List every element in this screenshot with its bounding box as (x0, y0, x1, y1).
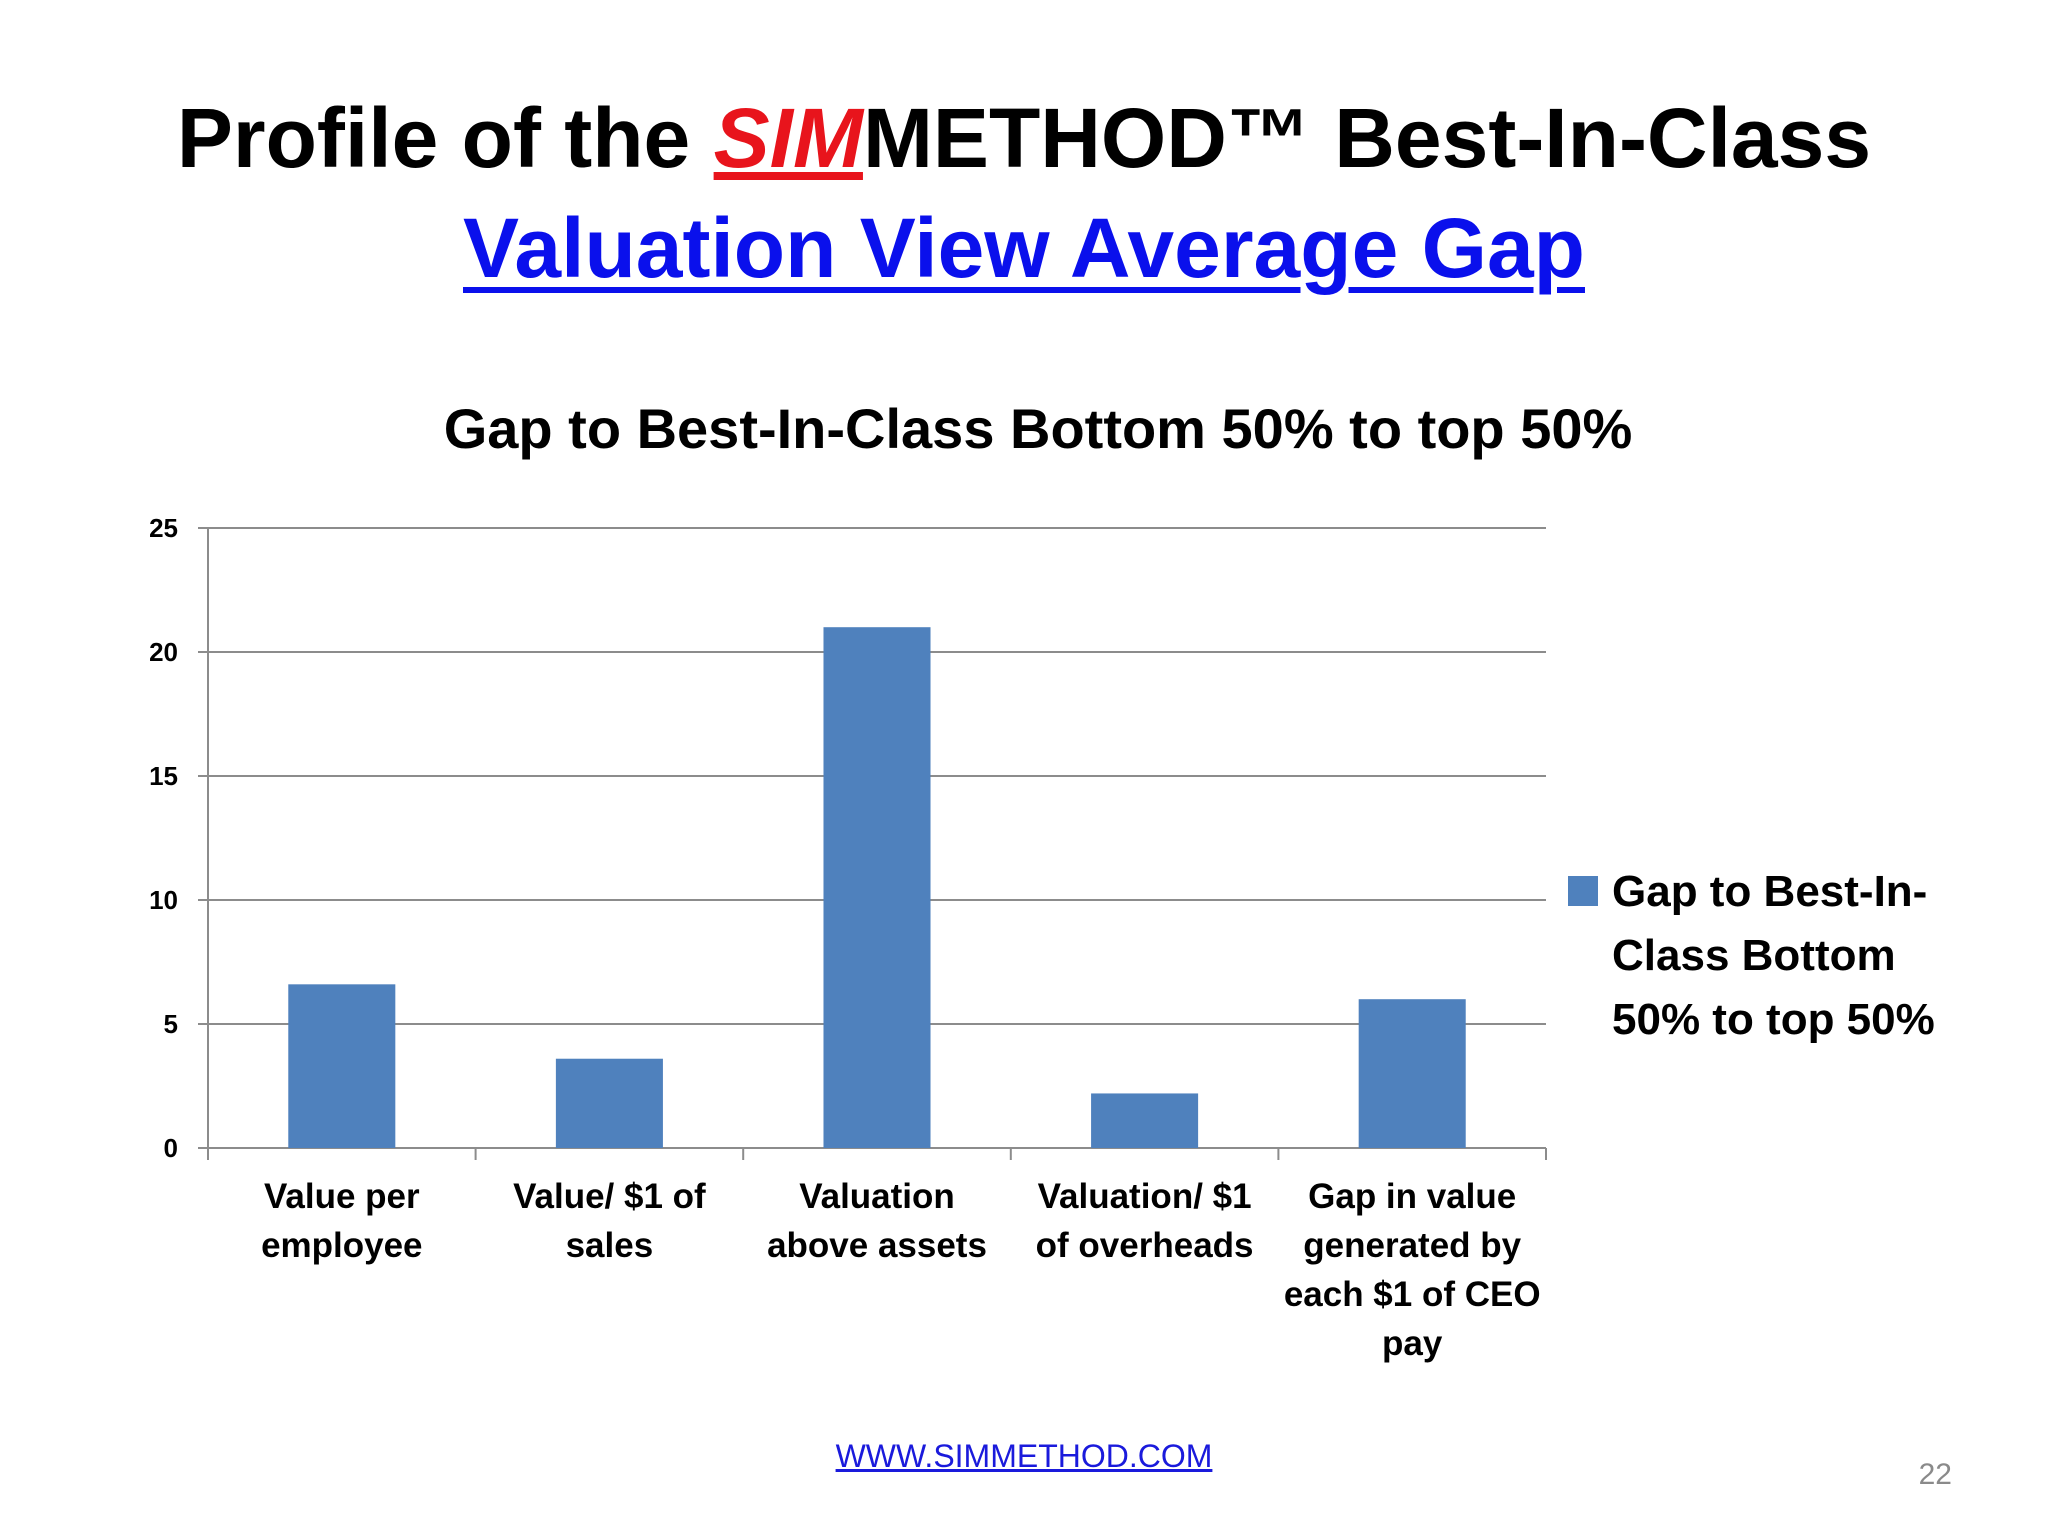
bar-chart: Gap to Best-In- Class Bottom 50% to top 5… (149, 397, 1935, 1363)
x-category-label: Value per (264, 1177, 420, 1216)
legend-label: Gap to Best-In- (1612, 867, 1927, 916)
legend-swatch (1568, 876, 1598, 906)
y-tick-label: 15 (149, 761, 178, 791)
x-category-label: Valuation/ $1 (1038, 1177, 1252, 1216)
x-category-label: generated by (1303, 1226, 1521, 1265)
title-suffix: METHOD™ Best-In-Class (862, 91, 1872, 185)
x-category-label: Valuation (799, 1177, 955, 1216)
x-category-label: employee (261, 1226, 422, 1265)
page-number: 22 (1918, 1458, 1952, 1491)
footer: WWW.SIMMETHOD.COM (0, 1438, 2048, 1475)
x-category-label: pay (1382, 1324, 1443, 1363)
y-tick-label: 10 (149, 885, 178, 915)
slide-title: Profile of the SIMMETHOD™ Best-In-Class (0, 88, 2048, 188)
y-tick-label: 20 (149, 637, 178, 667)
y-tick-label: 25 (149, 513, 178, 543)
bar (1091, 1093, 1199, 1148)
x-category-label: Gap in value (1308, 1177, 1516, 1216)
x-category-label: above assets (767, 1226, 987, 1265)
y-tick-label: 0 (164, 1133, 178, 1163)
slide-subtitle: Valuation View Average Gap (0, 198, 2048, 298)
website-link[interactable]: WWW.SIMMETHOD.COM (835, 1438, 1213, 1474)
x-category-label: Value/ $1 of (513, 1177, 706, 1216)
x-category-label: of overheads (1036, 1226, 1254, 1265)
bar (288, 984, 396, 1148)
title-brand: SIM (713, 91, 863, 185)
x-category-label: sales (566, 1226, 654, 1265)
x-category-label: each $1 of CEO (1284, 1275, 1541, 1314)
subtitle-link[interactable]: Valuation View Average Gap (463, 201, 1585, 295)
y-tick-label: 5 (164, 1009, 178, 1039)
bar (1358, 999, 1466, 1148)
bar (555, 1058, 663, 1148)
title-prefix: Profile of the (176, 91, 714, 185)
bar (823, 627, 931, 1148)
legend-label: 50% to top 50% (1612, 995, 1935, 1044)
chart-title: Gap to Best-In-Class Bottom 50% to top 5… (444, 397, 1633, 460)
legend-label: Class Bottom (1612, 931, 1896, 980)
